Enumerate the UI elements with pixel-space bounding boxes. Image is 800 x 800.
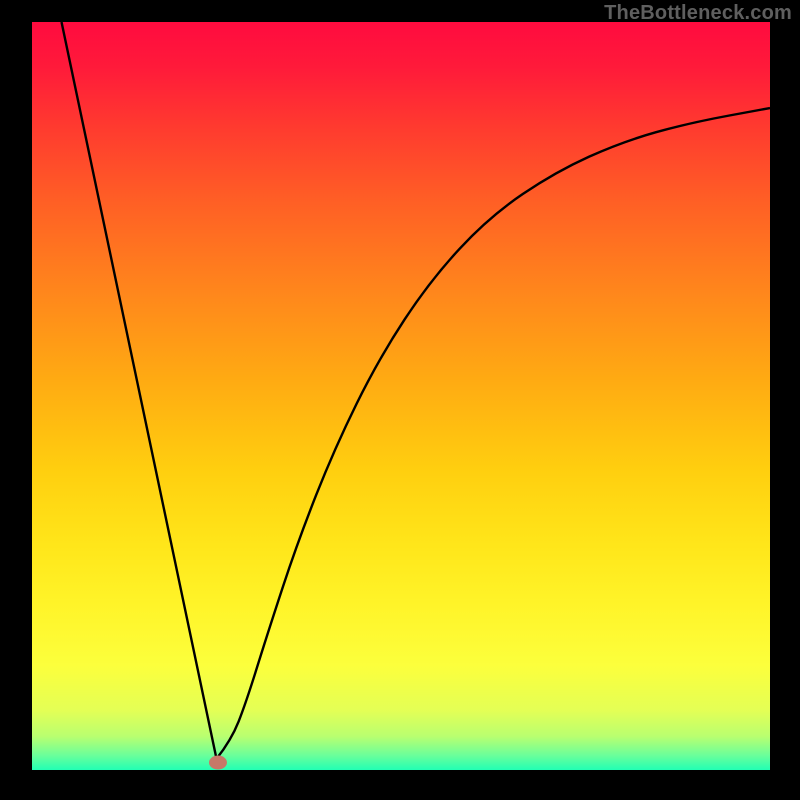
- chart-stage: TheBottleneck.com: [0, 0, 800, 800]
- attribution-label: TheBottleneck.com: [604, 2, 792, 25]
- plot-background: [32, 22, 770, 770]
- bottleneck-chart-svg: [0, 0, 800, 800]
- optimal-point-marker: [209, 756, 227, 770]
